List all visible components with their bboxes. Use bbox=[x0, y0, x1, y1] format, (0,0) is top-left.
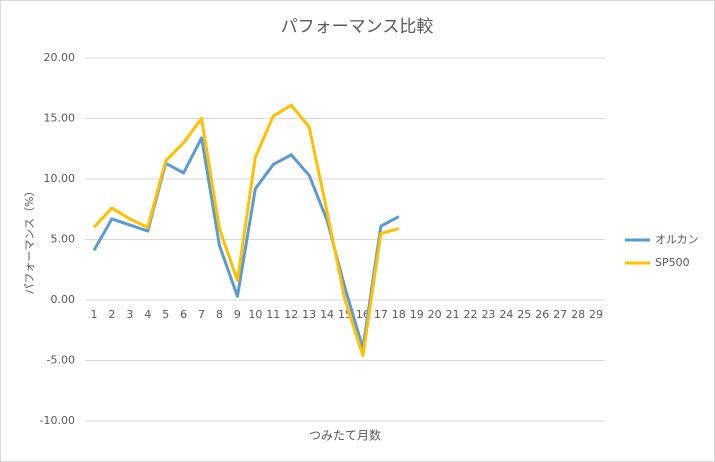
x-axis-label: つみたて月数 bbox=[309, 428, 381, 443]
x-tick-label: 6 bbox=[180, 308, 187, 321]
y-tick-label: 5.00 bbox=[51, 233, 76, 246]
x-tick-label: 13 bbox=[302, 308, 316, 321]
x-tick-label: 18 bbox=[392, 308, 406, 321]
x-tick-label: 4 bbox=[144, 308, 151, 321]
legend-label: オルカン bbox=[655, 233, 699, 246]
x-tick-label: 1 bbox=[90, 308, 97, 321]
y-tick-label: 0.00 bbox=[51, 293, 76, 306]
series-line bbox=[92, 103, 400, 358]
chart-title: パフォーマンス比較 bbox=[281, 17, 434, 37]
x-tick-label: 19 bbox=[410, 308, 424, 321]
series-line bbox=[92, 136, 400, 350]
x-tick-label: 23 bbox=[481, 308, 495, 321]
x-tick-label: 11 bbox=[266, 308, 280, 321]
x-tick-label: 7 bbox=[198, 308, 205, 321]
x-tick-label: 5 bbox=[162, 308, 169, 321]
y-axis-label: パフォーマンス（%） bbox=[23, 185, 36, 294]
y-tick-label: 10.00 bbox=[44, 172, 76, 185]
x-tick-label: 9 bbox=[234, 308, 241, 321]
x-tick-label: 14 bbox=[320, 308, 334, 321]
legend-label: SP500 bbox=[655, 256, 690, 269]
y-tick-label: -10.00 bbox=[40, 414, 75, 427]
x-tick-label: 21 bbox=[446, 308, 460, 321]
x-tick-label: 28 bbox=[571, 308, 585, 321]
x-tick-label: 12 bbox=[284, 308, 298, 321]
x-tick-label: 26 bbox=[535, 308, 549, 321]
y-tick-label: 15.00 bbox=[44, 112, 76, 125]
x-tick-label: 2 bbox=[108, 308, 115, 321]
y-tick-label: 20.00 bbox=[44, 51, 76, 64]
y-tick-label: -5.00 bbox=[47, 354, 75, 367]
x-tick-label: 8 bbox=[216, 308, 223, 321]
x-tick-label: 3 bbox=[126, 308, 133, 321]
x-tick-label: 22 bbox=[464, 308, 478, 321]
x-tick-label: 27 bbox=[553, 308, 567, 321]
x-tick-label: 29 bbox=[589, 308, 603, 321]
x-tick-label: 10 bbox=[248, 308, 262, 321]
x-tick-label: 24 bbox=[499, 308, 513, 321]
x-tick-label: 17 bbox=[374, 308, 388, 321]
x-tick-label: 25 bbox=[517, 308, 531, 321]
x-tick-label: 20 bbox=[428, 308, 442, 321]
